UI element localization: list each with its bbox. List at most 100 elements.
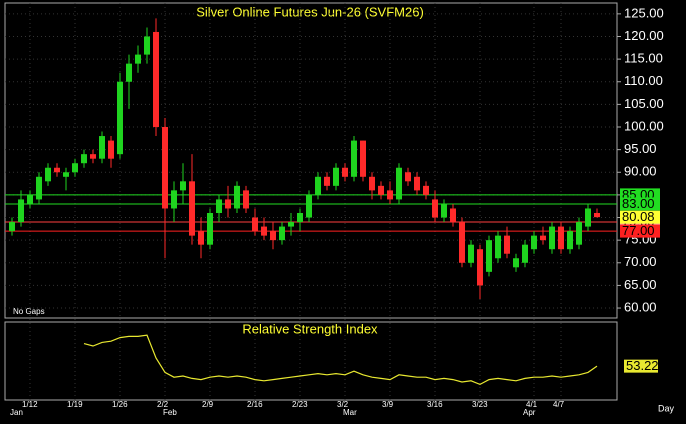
x-tick-label: 2/23 (292, 400, 308, 409)
x-tick-label: 2/2 (157, 400, 169, 409)
candle-body (99, 136, 105, 159)
candle-body (351, 140, 357, 177)
candle-body (27, 194, 33, 204)
candle-body (279, 226, 285, 241)
candle-body (261, 226, 267, 236)
x-tick-label: 2/9 (202, 400, 214, 409)
candle-body (594, 213, 600, 218)
candle-body (90, 154, 96, 159)
candle-body (585, 208, 591, 227)
candle-body (198, 231, 204, 245)
candle-body (495, 235, 501, 259)
last-price: 80.08 (622, 209, 655, 224)
candle-body (477, 249, 483, 286)
candle-body (18, 199, 24, 223)
candle-body (45, 167, 51, 182)
candle-body (414, 176, 420, 191)
candle-body (180, 181, 186, 191)
candle-body (558, 226, 564, 250)
level-label-box (620, 197, 660, 211)
candle-body (567, 231, 573, 250)
candle-body (342, 167, 348, 177)
x-tick-label: 3/23 (472, 400, 488, 409)
month-label: Jan (10, 408, 23, 417)
x-tick-label: 1/12 (22, 400, 38, 409)
candle-body (54, 167, 60, 173)
x-tick-label: 2/16 (247, 400, 263, 409)
candle-body (450, 208, 456, 223)
x-tick-label: 1/26 (112, 400, 128, 409)
candle-body (108, 140, 114, 159)
candle-body (81, 154, 87, 164)
candle-body (540, 235, 546, 241)
candle-body (333, 167, 339, 186)
candle-body (117, 81, 123, 155)
y-tick-label: 95.00 (624, 141, 657, 156)
gap-note: No Gaps (13, 307, 45, 316)
candle-body (531, 235, 537, 250)
candle-body (288, 222, 294, 227)
candle-body (468, 244, 474, 263)
level-label: 83.00 (622, 196, 655, 211)
candle-body (315, 176, 321, 195)
y-tick-label: 105.00 (624, 96, 664, 111)
candle-body (162, 127, 168, 209)
candle-body (324, 176, 330, 186)
rsi-line (83, 334, 598, 386)
y-tick-label: 125.00 (624, 5, 664, 20)
candle-body (522, 244, 528, 263)
x-tick-label: 3/9 (382, 400, 394, 409)
candle-body (36, 176, 42, 200)
candle-body (459, 222, 465, 263)
candle-body (306, 194, 312, 218)
candle-body (504, 235, 510, 254)
candle-body (423, 185, 429, 195)
candle-body (207, 213, 213, 245)
candle-body (243, 190, 249, 209)
candle-body (72, 163, 78, 173)
price-panel (4, 2, 618, 319)
candle-body (387, 190, 393, 200)
candle-body (360, 140, 366, 177)
candle-body (549, 226, 555, 250)
candle-body (252, 217, 258, 232)
x-tick-label: 4/7 (553, 400, 565, 409)
candle-body (216, 199, 222, 213)
y-tick-label: 120.00 (624, 28, 664, 43)
candle-body (396, 167, 402, 200)
candle-body (378, 185, 384, 195)
month-label: Feb (163, 408, 177, 417)
candle-body (432, 199, 438, 218)
level-label-box (620, 224, 660, 238)
candle-body (441, 203, 447, 218)
y-tick-label: 115.00 (624, 51, 663, 66)
level-label: 77.00 (622, 223, 655, 238)
y-tick-label: 65.00 (624, 277, 657, 292)
candle-body (135, 54, 141, 64)
chart-title: Silver Online Futures Jun-26 (SVFM26) (196, 4, 424, 19)
x-tick-label: 4/1 (526, 400, 538, 409)
y-tick-label: 90.00 (624, 164, 657, 179)
candle-body (486, 240, 492, 272)
x-tick-label: 1/19 (67, 400, 83, 409)
rsi-panel (4, 321, 618, 401)
candle-body (171, 190, 177, 209)
candle-body (576, 222, 582, 245)
period-label: Day (658, 403, 675, 413)
candle-body (405, 172, 411, 182)
candle-body (270, 231, 276, 241)
month-label: Apr (523, 408, 536, 417)
rsi-last-box (624, 359, 658, 373)
y-tick-label: 60.00 (624, 299, 657, 314)
candle-body (126, 63, 132, 82)
last-price-box (620, 210, 660, 224)
candle-body (297, 213, 303, 223)
candle-body (234, 185, 240, 209)
rsi-title: Relative Strength Index (242, 321, 378, 336)
candle-body (144, 36, 150, 55)
candle-body (153, 31, 159, 128)
candle-body (225, 199, 231, 209)
y-tick-label: 100.00 (624, 118, 664, 133)
